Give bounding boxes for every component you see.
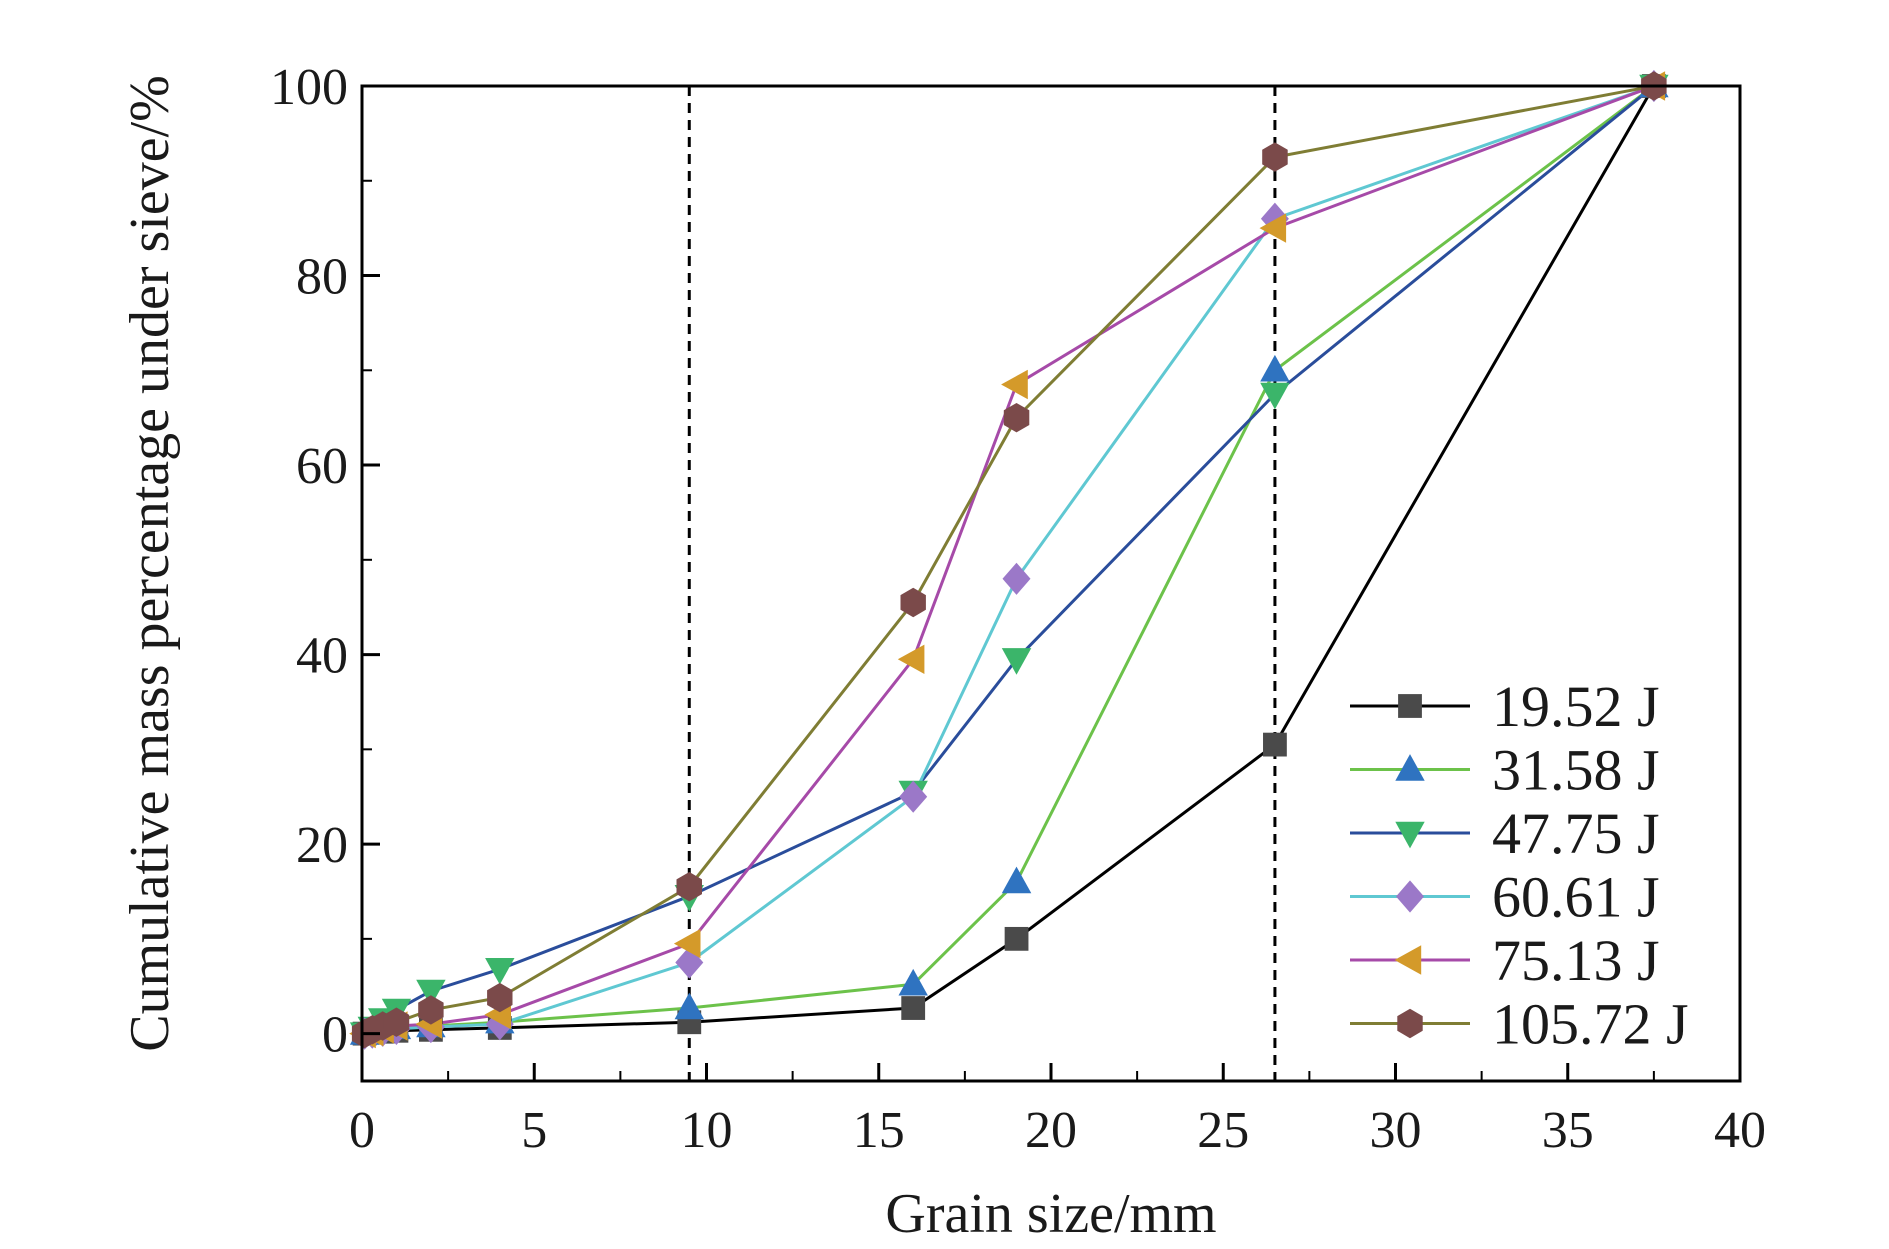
legend-label-4: 75.13 J	[1492, 928, 1660, 993]
x-tick-label: 20	[1025, 1102, 1077, 1159]
y-axis-title: Cumulative mass percentage under sieve/%	[119, 75, 181, 1052]
legend-label-0: 19.52 J	[1492, 674, 1660, 739]
x-tick-label: 0	[349, 1102, 375, 1159]
series-5-point	[1262, 142, 1288, 172]
y-tick-label: 60	[296, 438, 348, 495]
series-5-point	[418, 995, 444, 1025]
y-tick-label: 40	[296, 628, 348, 685]
legend: 19.52 J31.58 J47.75 J60.61 J75.13 J105.7…	[1350, 674, 1689, 1057]
series-5-point	[1003, 403, 1030, 433]
series-2-point	[1001, 648, 1032, 675]
series-4-point	[897, 644, 925, 674]
y-tick-label: 80	[296, 249, 348, 306]
y-tick-label: 0	[322, 1007, 348, 1064]
series-5-point	[676, 872, 702, 902]
series-markers	[349, 69, 1669, 1050]
series-2-point	[1260, 382, 1290, 410]
series-4-point	[673, 928, 701, 959]
legend-marker-2	[1395, 821, 1425, 849]
series-1-point	[1001, 866, 1032, 894]
series-1-point	[898, 968, 928, 996]
x-tick-label: 25	[1197, 1102, 1249, 1159]
x-tick-label: 5	[521, 1102, 547, 1159]
legend-label-3: 60.61 J	[1492, 865, 1660, 930]
series-1-point	[674, 992, 704, 1020]
x-tick-label: 35	[1542, 1102, 1594, 1159]
legend-marker-4	[1394, 945, 1422, 975]
series-0-point	[1263, 732, 1287, 757]
y-tick-label: 20	[296, 817, 348, 874]
legend-marker-3	[1396, 880, 1424, 913]
x-tick-label: 10	[681, 1102, 733, 1159]
series-2-point	[485, 958, 515, 985]
series-0-point	[1004, 926, 1029, 951]
x-tick-label: 30	[1370, 1102, 1422, 1159]
reference-lines	[687, 86, 1277, 1081]
series-4-point	[1001, 369, 1028, 400]
legend-marker-1	[1395, 754, 1425, 781]
series-0-point	[901, 996, 926, 1020]
x-tick-label: 15	[853, 1102, 905, 1159]
series-4-point	[1259, 213, 1287, 243]
legend-label-1: 31.58 J	[1492, 738, 1660, 803]
legend-label-2: 47.75 J	[1492, 801, 1660, 866]
x-axis: 0 5 10 15 20 25 30 35 40	[349, 1063, 1766, 1159]
legend-marker-0	[1398, 694, 1422, 718]
x-tick-label: 40	[1714, 1102, 1766, 1159]
series-3-point	[1002, 562, 1031, 595]
y-tick-label: 100	[270, 59, 348, 116]
x-axis-title: Grain size/mm	[885, 1183, 1216, 1245]
legend-label-5: 105.72 J	[1492, 992, 1689, 1057]
series-1-point	[1260, 354, 1290, 382]
series-3-point	[899, 780, 928, 813]
series-5-point	[900, 587, 926, 618]
y-axis: 0 20 40 60 80 100	[270, 59, 380, 1064]
series-5-point	[487, 982, 513, 1013]
series-5-point	[383, 1007, 410, 1037]
legend-marker-5	[1397, 1008, 1423, 1039]
series-2-point	[416, 979, 446, 1007]
